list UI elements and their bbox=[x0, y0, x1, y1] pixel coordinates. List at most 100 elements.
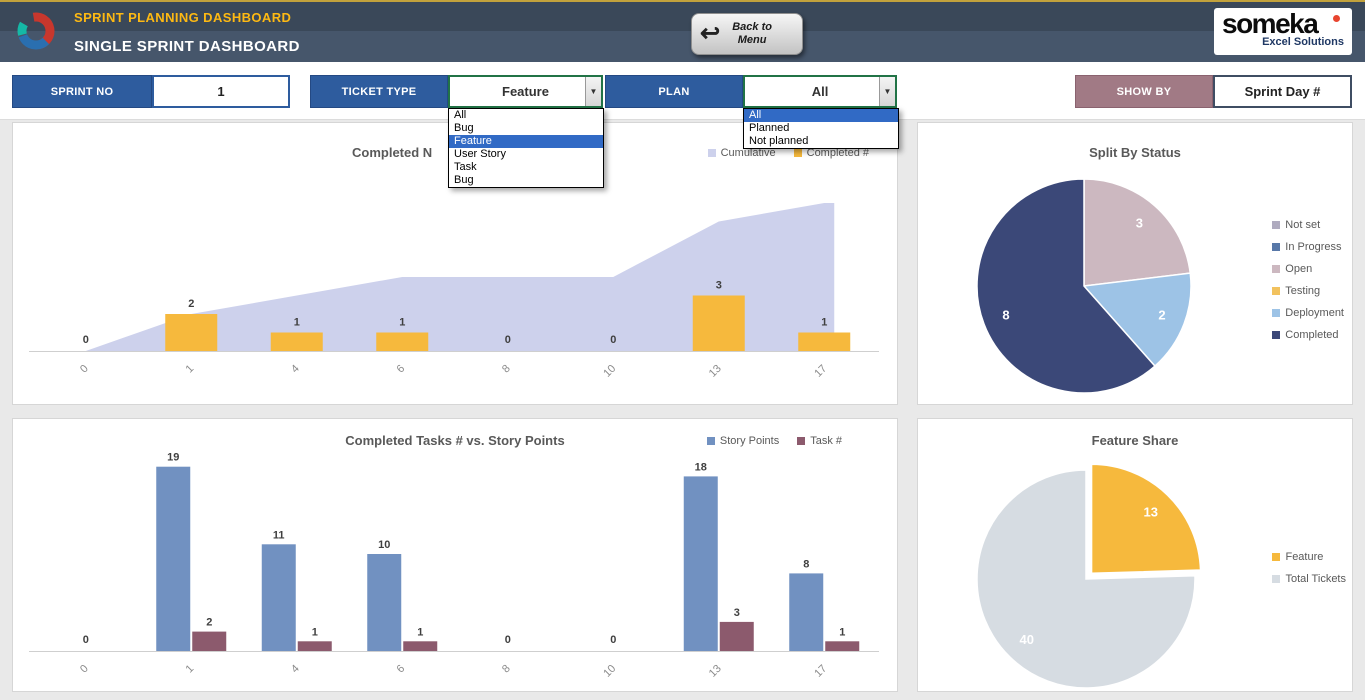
dropdown-option[interactable]: Feature bbox=[449, 135, 603, 148]
app-logo-icon bbox=[13, 8, 59, 54]
window-top-accent bbox=[0, 0, 1365, 2]
brand-dot-icon bbox=[1333, 15, 1340, 22]
chart-title-tasks-vs-points: Completed Tasks # vs. Story Points bbox=[345, 433, 565, 448]
x-axis-label: 1 bbox=[184, 663, 197, 676]
legend-label: Testing bbox=[1285, 285, 1321, 297]
legend-swatch-icon bbox=[1272, 287, 1281, 295]
legend-label: Total Tickets bbox=[1285, 573, 1346, 585]
header-subtitle-band bbox=[0, 31, 1365, 62]
data-label: 1 bbox=[399, 317, 405, 329]
pie-slice bbox=[976, 469, 1196, 689]
plan-value: All bbox=[811, 84, 829, 99]
sprint-no-input[interactable]: 1 bbox=[152, 75, 290, 108]
legend-label: In Progress bbox=[1285, 241, 1342, 253]
legend-label: Completed # bbox=[806, 147, 869, 159]
data-label: 1 bbox=[839, 626, 845, 638]
data-label: 1 bbox=[821, 317, 827, 329]
dropdown-option[interactable]: Planned bbox=[749, 122, 790, 134]
x-axis-label: 8 bbox=[500, 663, 513, 676]
pie-slice bbox=[1082, 272, 1192, 368]
dropdown-option[interactable]: Not planned bbox=[749, 135, 809, 147]
legend-swatch-icon bbox=[1272, 553, 1281, 561]
legend-item: Feature bbox=[1272, 551, 1346, 563]
x-axis-label: 4 bbox=[289, 363, 302, 376]
combo-chart-legend: Cumulative Completed # bbox=[707, 147, 869, 159]
x-axis-label: 1 bbox=[184, 363, 197, 376]
chart-title-status: Split By Status bbox=[1089, 145, 1181, 160]
ticket-type-label: TICKET TYPE bbox=[310, 75, 448, 108]
completed-bar bbox=[165, 314, 218, 351]
story-points-bar bbox=[367, 554, 402, 651]
legend-label: Not set bbox=[1285, 219, 1321, 231]
dropdown-option[interactable]: Bug bbox=[454, 174, 474, 186]
back-to-menu-button[interactable]: ↩ Back to Menu bbox=[691, 13, 803, 55]
dropdown-option[interactable]: Bug bbox=[454, 122, 474, 134]
legend-item: Completed # bbox=[793, 147, 869, 159]
pie-slice bbox=[1083, 178, 1192, 287]
dropdown-option[interactable]: Task bbox=[454, 161, 477, 173]
dropdown-option[interactable]: User Story bbox=[454, 148, 506, 160]
brand-tagline: Excel Solutions bbox=[1262, 36, 1344, 48]
legend-swatch-icon bbox=[707, 149, 716, 157]
data-label: 10 bbox=[378, 539, 390, 551]
completed-bar bbox=[798, 332, 851, 351]
data-label: 0 bbox=[610, 334, 616, 346]
legend-swatch-icon bbox=[1272, 243, 1281, 251]
area-series bbox=[85, 203, 835, 351]
ticket-type-value: Feature bbox=[502, 84, 549, 99]
x-axis-label: 4 bbox=[289, 663, 302, 676]
x-axis-label: 10 bbox=[601, 663, 618, 680]
status-legend: Not set In Progress Open Testing Deployment C… bbox=[1272, 219, 1344, 341]
legend-item: Task # bbox=[797, 435, 842, 447]
sprint-no-label: SPRINT NO bbox=[12, 75, 152, 108]
legend-swatch-icon bbox=[1272, 265, 1281, 273]
legend-item: Deployment bbox=[1272, 307, 1344, 319]
split-by-status-canvas: 3 2 8 bbox=[976, 178, 1192, 394]
plan-label: PLAN bbox=[605, 75, 743, 108]
data-label: 0 bbox=[83, 334, 89, 346]
split-by-status-card: 3 2 8 Split By Status Not set In Progress Op… bbox=[917, 122, 1353, 405]
pie-data-label: 13 bbox=[1144, 504, 1158, 519]
ticket-type-dropdown-list: All Bug Feature User Story Task Bug bbox=[448, 108, 604, 188]
legend-item: Story Points bbox=[706, 435, 779, 447]
data-label: 0 bbox=[505, 334, 511, 346]
x-axis-label: 10 bbox=[601, 363, 618, 380]
legend-swatch-icon bbox=[797, 437, 806, 445]
legend-item: Not set bbox=[1272, 219, 1344, 231]
feature-legend: Feature Total Tickets bbox=[1272, 551, 1346, 585]
plan-select[interactable]: All ▼ bbox=[743, 75, 897, 108]
ticket-type-select[interactable]: Feature ▼ bbox=[448, 75, 603, 108]
x-axis-label: 0 bbox=[78, 363, 91, 376]
ticket-type-dropdown-arrow-icon[interactable]: ▼ bbox=[585, 77, 601, 106]
legend-item: In Progress bbox=[1272, 241, 1344, 253]
legend-item: Open bbox=[1272, 263, 1344, 275]
task-count-bar bbox=[403, 641, 438, 651]
completed-tasks-chart-card: 0 2 1 1 0 0 3 1 0 1 4 6 8 10 13 17 Completed N Cumulati… bbox=[12, 122, 898, 405]
pie-data-label: 2 bbox=[1158, 308, 1165, 323]
plan-dropdown-list: All Planned Not planned bbox=[743, 108, 899, 149]
x-axis-label: 6 bbox=[395, 663, 408, 676]
dropdown-option[interactable]: All bbox=[744, 109, 898, 122]
legend-label: Cumulative bbox=[720, 147, 776, 159]
chart-title-feature-share: Feature Share bbox=[1091, 433, 1179, 448]
pie-data-label: 8 bbox=[1002, 308, 1009, 323]
legend-item: Cumulative bbox=[707, 147, 776, 159]
show-by-value[interactable]: Sprint Day # bbox=[1213, 75, 1352, 108]
legend-item: Total Tickets bbox=[1272, 573, 1346, 585]
legend-item: Completed bbox=[1272, 329, 1344, 341]
data-label: 0 bbox=[505, 634, 511, 646]
x-axis-label: 17 bbox=[812, 363, 829, 380]
x-axis-label: 13 bbox=[707, 363, 724, 380]
legend-label: Open bbox=[1285, 263, 1313, 275]
plan-dropdown-arrow-icon[interactable]: ▼ bbox=[879, 77, 895, 106]
dropdown-option[interactable]: All bbox=[454, 109, 467, 121]
completed-bar bbox=[692, 295, 745, 351]
legend-label: Completed bbox=[1285, 329, 1339, 341]
page-title: SINGLE SPRINT DASHBOARD bbox=[74, 38, 300, 55]
task-count-bar bbox=[825, 641, 860, 651]
data-label: 3 bbox=[734, 607, 740, 619]
data-label: 2 bbox=[206, 617, 212, 629]
legend-label: Deployment bbox=[1285, 307, 1344, 319]
x-axis-label: 8 bbox=[500, 363, 513, 376]
